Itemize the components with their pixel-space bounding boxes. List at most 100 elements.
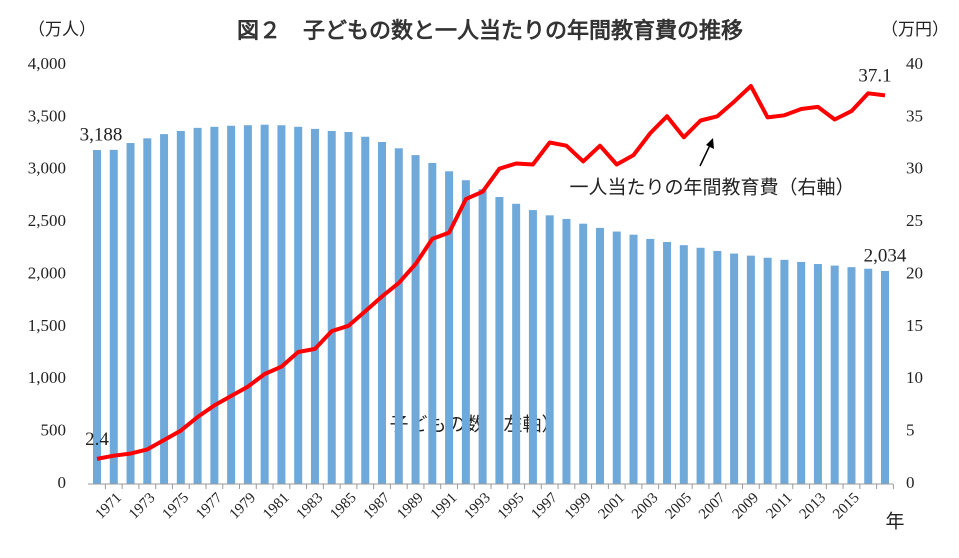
bar	[495, 196, 504, 485]
bar	[126, 143, 135, 484]
bar	[478, 189, 487, 484]
bar	[461, 180, 470, 484]
y2-tick-label: 15	[906, 316, 923, 335]
x-tick-label: 1989	[394, 490, 427, 523]
bar	[260, 124, 269, 485]
bar	[327, 130, 336, 484]
series-label: 一人当たりの年間教育費（右軸）	[569, 177, 854, 199]
bar	[294, 126, 303, 485]
x-tick-label: 2001	[595, 490, 628, 523]
bar	[830, 265, 839, 484]
x-tick-label: 2011	[764, 490, 796, 522]
y-tick-label: 3,000	[28, 159, 66, 178]
arrow	[699, 142, 712, 167]
y-tick-label: 4,000	[28, 54, 66, 73]
bar	[881, 270, 889, 484]
x-tick-label: 1997	[528, 490, 561, 523]
bar	[730, 253, 739, 484]
bar	[646, 238, 655, 484]
bar	[696, 247, 705, 484]
bar	[193, 127, 202, 484]
x-tick-label: 1987	[361, 490, 394, 523]
x-tick-label: 1979	[227, 490, 260, 523]
bar	[562, 218, 571, 485]
x-tick-label: 1981	[260, 490, 293, 523]
y2-tick-label: 30	[906, 159, 923, 178]
bar	[545, 215, 554, 484]
y2-tick-label: 0	[906, 473, 915, 492]
x-tick-label: 1985	[327, 490, 360, 523]
line	[96, 84, 886, 461]
y2-tick-label: 10	[906, 368, 923, 387]
bar	[612, 231, 621, 484]
bar	[847, 267, 856, 484]
bar	[813, 264, 822, 484]
y-tick-label: 2,000	[28, 263, 66, 282]
y-axis-label: （万人）	[28, 20, 96, 40]
bar	[679, 245, 688, 484]
bar	[277, 125, 286, 484]
bar	[528, 210, 537, 485]
y2-tick-label: 40	[906, 54, 923, 73]
x-tick-label: 1995	[495, 490, 528, 523]
data-label: 2.4	[85, 429, 109, 450]
x-tick-label: 1983	[294, 490, 327, 523]
y-tick-label: 3,500	[28, 106, 66, 125]
bar	[344, 132, 353, 485]
x-tick-label: 2013	[797, 490, 830, 523]
y-tick-label: 2,500	[28, 211, 66, 230]
arrow-head	[706, 138, 714, 149]
bar	[143, 138, 152, 484]
bar	[595, 227, 604, 485]
bar	[176, 130, 185, 484]
bar	[579, 223, 588, 485]
y-tick-label: 1,000	[28, 368, 66, 387]
bar	[629, 234, 638, 484]
x-tick-label: 2015	[830, 490, 863, 523]
bar	[394, 148, 403, 484]
bar	[663, 242, 672, 484]
x-tick-label: 2003	[629, 490, 662, 523]
bar	[378, 141, 387, 484]
x-tick-label: 1973	[126, 490, 159, 523]
bar	[428, 162, 437, 484]
y2-tick-label: 35	[906, 106, 923, 125]
x-tick-label: 1993	[461, 490, 494, 523]
bar	[93, 150, 101, 484]
x-tick-label: 1977	[193, 490, 226, 523]
chart-title: 図２ 子どもの数と一人当たりの年間教育費の推移	[237, 18, 743, 44]
data-label: 3,188	[80, 124, 123, 145]
bar	[227, 125, 236, 484]
bar	[445, 171, 454, 485]
bar	[109, 149, 118, 484]
bar	[512, 203, 521, 484]
bar	[746, 255, 755, 484]
x-tick-label: 1991	[428, 490, 461, 523]
bar	[243, 125, 252, 484]
y-tick-label: 1,500	[28, 316, 66, 335]
label-box	[352, 400, 598, 450]
x-tick-label: 2009	[730, 490, 763, 523]
x-tick-label: 2005	[663, 490, 696, 523]
x-axis-label: 年	[885, 511, 904, 533]
y-tick-label: 0	[58, 473, 67, 492]
bar	[797, 261, 806, 484]
data-label: 2,034	[864, 245, 907, 266]
y-tick-label: 500	[41, 421, 67, 440]
y2-tick-label: 5	[906, 421, 915, 440]
bar	[411, 155, 420, 484]
y2-tick-label: 20	[906, 263, 923, 282]
bar	[310, 128, 319, 484]
bar	[763, 257, 772, 484]
x-tick-label: 2007	[696, 490, 729, 523]
bar	[864, 268, 873, 484]
x-tick-label: 1975	[160, 490, 193, 523]
bar	[713, 250, 722, 484]
x-tick-label: 1999	[562, 490, 595, 523]
bar	[210, 126, 219, 485]
y2-tick-label: 25	[906, 211, 923, 230]
bar	[780, 259, 789, 484]
bar	[160, 134, 169, 484]
y2-axis-label: （万円）	[881, 20, 949, 40]
